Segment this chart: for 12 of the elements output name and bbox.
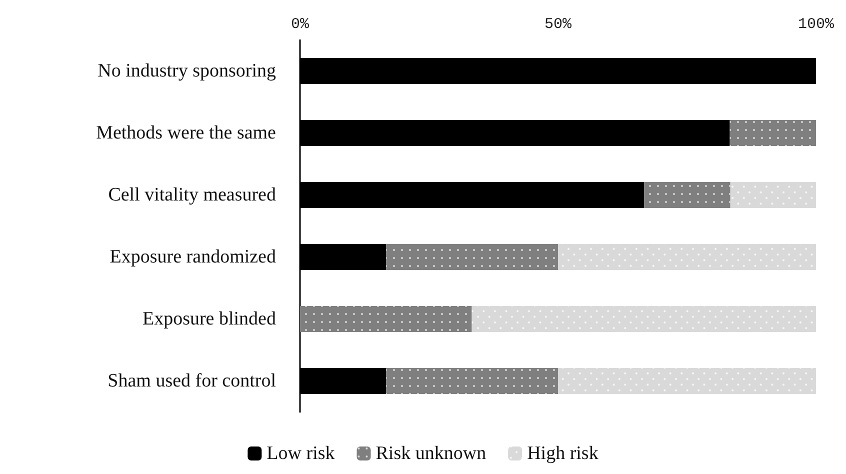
x-tick-label: 100% bbox=[798, 16, 835, 33]
legend-label: Risk unknown bbox=[376, 443, 487, 464]
y-tick-label: Cell vitality measured bbox=[108, 184, 276, 206]
y-tick-label: No industry sponsoring bbox=[98, 60, 276, 82]
y-tick-label: Methods were the same bbox=[96, 122, 276, 144]
y-tick-label: Exposure randomized bbox=[110, 246, 276, 268]
legend-label: Low risk bbox=[266, 443, 336, 464]
x-tick-label: 0% bbox=[290, 16, 310, 33]
x-tick-label: 50% bbox=[544, 16, 572, 33]
y-tick-label: Sham used for control bbox=[108, 370, 276, 392]
y-tick-label: Exposure blinded bbox=[142, 308, 276, 330]
legend-label: High risk bbox=[527, 443, 599, 464]
